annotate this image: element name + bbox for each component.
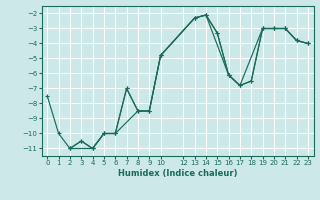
X-axis label: Humidex (Indice chaleur): Humidex (Indice chaleur) [118, 169, 237, 178]
